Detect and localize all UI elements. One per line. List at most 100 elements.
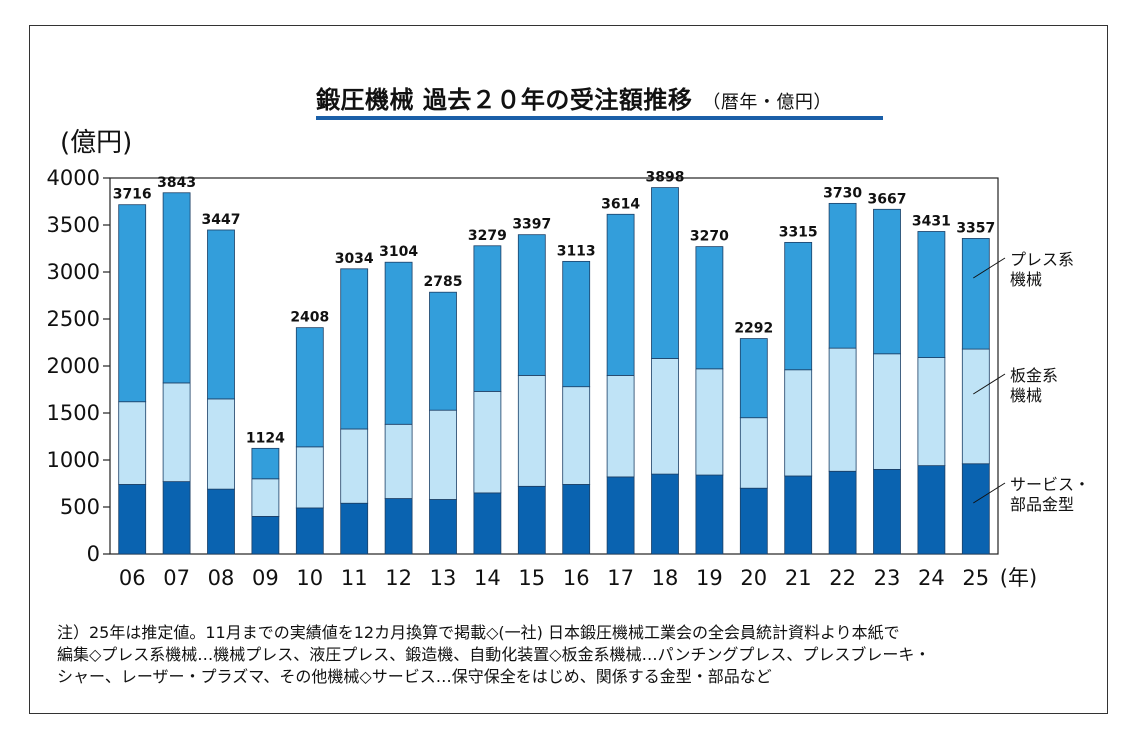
- x-tick-label: 08: [208, 566, 235, 590]
- footnote-line: 編集◇プレス系機械…機械プレス、液圧プレス、鍛造機、自動化装置◇板金系機械…パン…: [57, 645, 931, 664]
- legend-press-line2: 機械: [1010, 270, 1043, 289]
- bar-segment-sheet: [384, 423, 413, 499]
- x-tick-label: 10: [296, 566, 323, 590]
- legend-press-line1: プレス系: [1010, 250, 1075, 269]
- bar-total-label: 3270: [690, 229, 729, 245]
- bar-total-label: 3315: [779, 224, 818, 240]
- bar-segment-sheet: [873, 353, 901, 470]
- bar-segment-service: [784, 475, 813, 555]
- bar-segment-press: [162, 192, 191, 384]
- bar-total-label: 3034: [335, 251, 374, 267]
- bar-segment-service: [961, 463, 990, 555]
- bar-segment-service: [873, 468, 901, 555]
- bar-total-label: 3667: [868, 191, 907, 207]
- bar-segment-sheet: [473, 390, 502, 494]
- x-tick-label: 20: [740, 566, 767, 590]
- bar-segment-press: [295, 327, 324, 448]
- legend-service: サービス・ 部品金型: [1010, 475, 1090, 515]
- chart-title-text: 鍛圧機械 過去２０年の受注額推移: [316, 86, 693, 114]
- bar-segment-press: [784, 241, 813, 371]
- bar-segment-sheet: [340, 428, 369, 504]
- bar-segment-service: [562, 484, 591, 555]
- x-tick-label: 07: [163, 566, 190, 590]
- x-tick-label: 15: [518, 566, 545, 590]
- x-tick-label: 13: [430, 566, 457, 590]
- bar-segment-sheet: [429, 409, 457, 500]
- x-tick-label: 16: [563, 566, 590, 590]
- bar-total-label: 2292: [734, 321, 773, 337]
- bar-total-label: 1124: [246, 430, 285, 446]
- bar-segment-sheet: [517, 374, 546, 487]
- x-axis-unit-label: (年): [1000, 566, 1037, 590]
- x-tick-label: 12: [385, 566, 412, 590]
- bar-segment-press: [340, 268, 369, 430]
- legend-leader-line: [973, 373, 1006, 395]
- bar-total-label: 3716: [113, 187, 152, 203]
- bar-segment-press: [651, 187, 679, 359]
- y-tick-label: 1500: [47, 401, 100, 425]
- x-tick-label: 21: [785, 566, 812, 590]
- bar-segment-service: [384, 498, 413, 555]
- bar-total-label: 3898: [646, 170, 685, 186]
- y-tick-label: 500: [60, 495, 100, 519]
- y-tick-label: 4000: [47, 166, 100, 190]
- bar-segment-press: [695, 246, 724, 370]
- bar-segment-service: [340, 502, 369, 555]
- bar-total-label: 3730: [823, 185, 862, 201]
- bar-segment-press: [517, 234, 546, 376]
- legend-leader-line: [973, 482, 1006, 504]
- y-tick-label: 0: [87, 542, 100, 566]
- bar-segment-press: [961, 238, 990, 350]
- plot-area: [109, 177, 999, 555]
- bar-total-label: 3614: [601, 196, 640, 212]
- bar-segment-sheet: [118, 401, 147, 485]
- x-tick-label: 24: [918, 566, 945, 590]
- bar-segment-press: [118, 204, 147, 403]
- bar-segment-press: [828, 202, 857, 349]
- x-tick-label: 25: [962, 566, 989, 590]
- x-tick-label: 09: [252, 566, 279, 590]
- y-tick-label: 3000: [47, 260, 100, 284]
- bar-segment-sheet: [295, 446, 324, 509]
- bar-segment-service: [651, 473, 679, 555]
- bar-segment-service: [695, 474, 724, 555]
- bar-segment-sheet: [784, 369, 813, 477]
- bar-segment-press: [251, 447, 280, 480]
- bar-segment-press: [606, 213, 635, 376]
- footnote-line: 注）25年は推定値。11月までの実績値を12カ月換算で掲載◇(一社) 日本鍛圧機…: [57, 623, 900, 642]
- bar-segment-service: [828, 470, 857, 555]
- y-tick-label: 1000: [47, 448, 100, 472]
- y-tick-label: 2500: [47, 307, 100, 331]
- bar-segment-sheet: [207, 398, 235, 490]
- bar-segment-press: [562, 260, 591, 388]
- legend-sheet-line2: 機械: [1010, 386, 1043, 405]
- y-axis-unit-label: (億円): [60, 128, 133, 158]
- bar-segment-sheet: [739, 417, 768, 489]
- bar-segment-press: [917, 231, 946, 358]
- title-underline: [316, 116, 883, 120]
- bar-segment-sheet: [961, 348, 990, 465]
- footnote-line: シャー、レーザー・プラズマ、その他機械◇サービス…保守保全をはじめ、関係する金型…: [57, 667, 772, 686]
- bar-segment-service: [606, 476, 635, 555]
- y-tick-label: 2000: [47, 354, 100, 378]
- bar-segment-press: [739, 338, 768, 419]
- bar-total-label: 3447: [202, 212, 241, 228]
- bar-segment-press: [384, 261, 413, 425]
- bar-segment-service: [429, 499, 457, 555]
- bar-segment-press: [429, 291, 457, 411]
- bar-total-label: 3113: [557, 243, 596, 259]
- bar-total-label: 3397: [512, 217, 551, 233]
- bar-segment-press: [473, 245, 502, 392]
- bar-total-label: 3843: [157, 175, 196, 191]
- bar-segment-service: [739, 487, 768, 555]
- chart-title: 鍛圧機械 過去２０年の受注額推移 （暦年・億円）: [316, 80, 832, 115]
- bar-segment-sheet: [606, 374, 635, 478]
- legend-sheet: 板金系 機械: [1010, 366, 1058, 406]
- bar-total-label: 3357: [956, 220, 995, 236]
- bar-total-label: 3431: [912, 213, 951, 229]
- bar-segment-sheet: [651, 358, 679, 475]
- x-tick-label: 14: [474, 566, 501, 590]
- bar-segment-service: [473, 492, 502, 555]
- x-tick-label: 23: [874, 566, 901, 590]
